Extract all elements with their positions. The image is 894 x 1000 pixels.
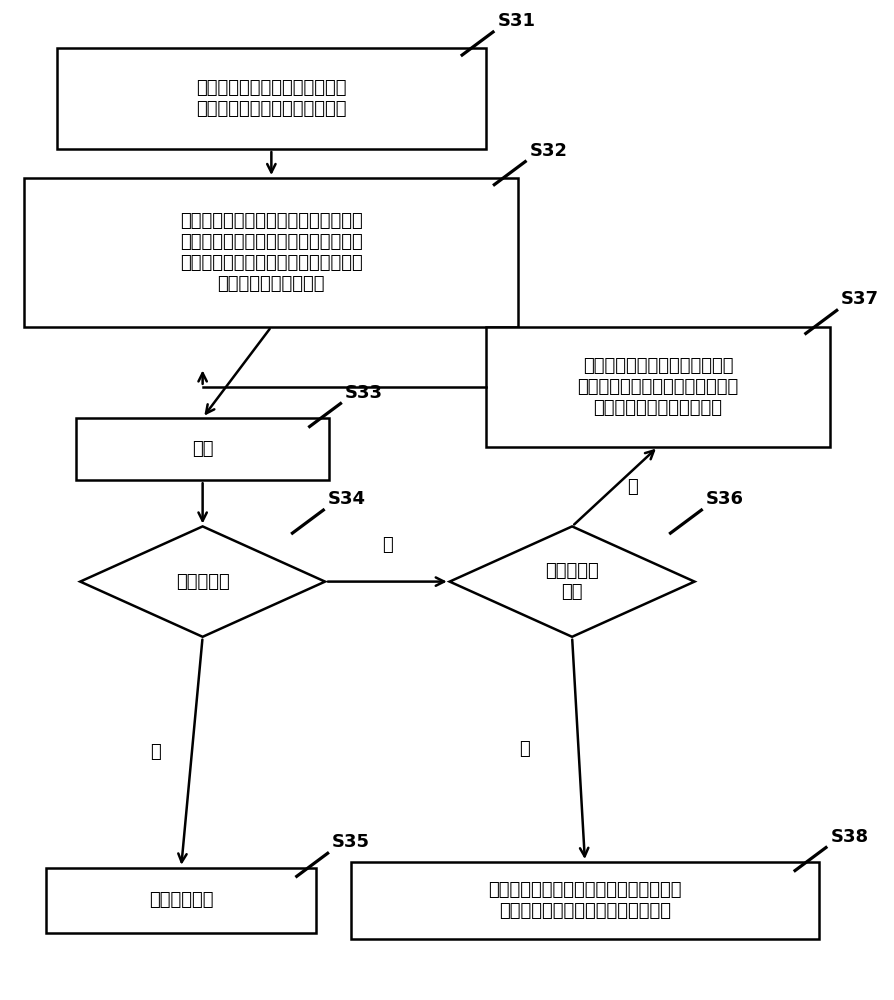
Bar xyxy=(24,178,518,327)
Text: 根据所识别的运营商，判断优先接入方
式并完成相应的代理端口设置，同时保
存所述网络设置参数，并将所述网络设
置状态更新为就绪状态: 根据所识别的运营商，判断优先接入方 式并完成相应的代理端口设置，同时保 存所述网… xyxy=(180,212,362,293)
Text: 系统根据用户国际移动用户识别
码判断用户所属移动通讯运营商: 系统根据用户国际移动用户识别 码判断用户所属移动通讯运营商 xyxy=(196,79,346,118)
Text: 连网: 连网 xyxy=(191,440,213,458)
Polygon shape xyxy=(449,526,694,637)
Text: S32: S32 xyxy=(529,142,567,160)
Text: 否: 否 xyxy=(626,478,637,496)
Text: 获取网络数据: 获取网络数据 xyxy=(148,891,213,909)
Text: 是: 是 xyxy=(150,743,161,761)
Text: S34: S34 xyxy=(327,490,366,508)
Bar xyxy=(56,48,485,149)
Text: S35: S35 xyxy=(332,833,369,851)
Text: 多次连网尝
试？: 多次连网尝 试？ xyxy=(544,562,598,601)
Bar xyxy=(485,327,829,447)
Text: 否: 否 xyxy=(382,536,392,554)
Text: S36: S36 xyxy=(704,490,743,508)
Bar xyxy=(46,868,316,933)
Text: S37: S37 xyxy=(840,290,878,308)
Text: 是: 是 xyxy=(519,740,529,758)
Text: 网络连通？: 网络连通？ xyxy=(175,573,229,591)
Polygon shape xyxy=(80,526,325,637)
Text: 给出可能引起网络连接失败的提示，排除
可能影响连网的因素后再次进行连网: 给出可能引起网络连接失败的提示，排除 可能影响连网的因素后再次进行连网 xyxy=(487,881,681,920)
Bar xyxy=(350,862,818,939)
Text: S31: S31 xyxy=(497,12,535,30)
Bar xyxy=(76,418,329,480)
Text: S38: S38 xyxy=(830,828,867,846)
Text: S33: S33 xyxy=(344,384,383,402)
Text: 所述系统采用与前次相反的接入
方式并完成相应的代理端口设置，
同时保存所述网络设置参数: 所述系统采用与前次相反的接入 方式并完成相应的代理端口设置， 同时保存所述网络设… xyxy=(577,357,738,417)
